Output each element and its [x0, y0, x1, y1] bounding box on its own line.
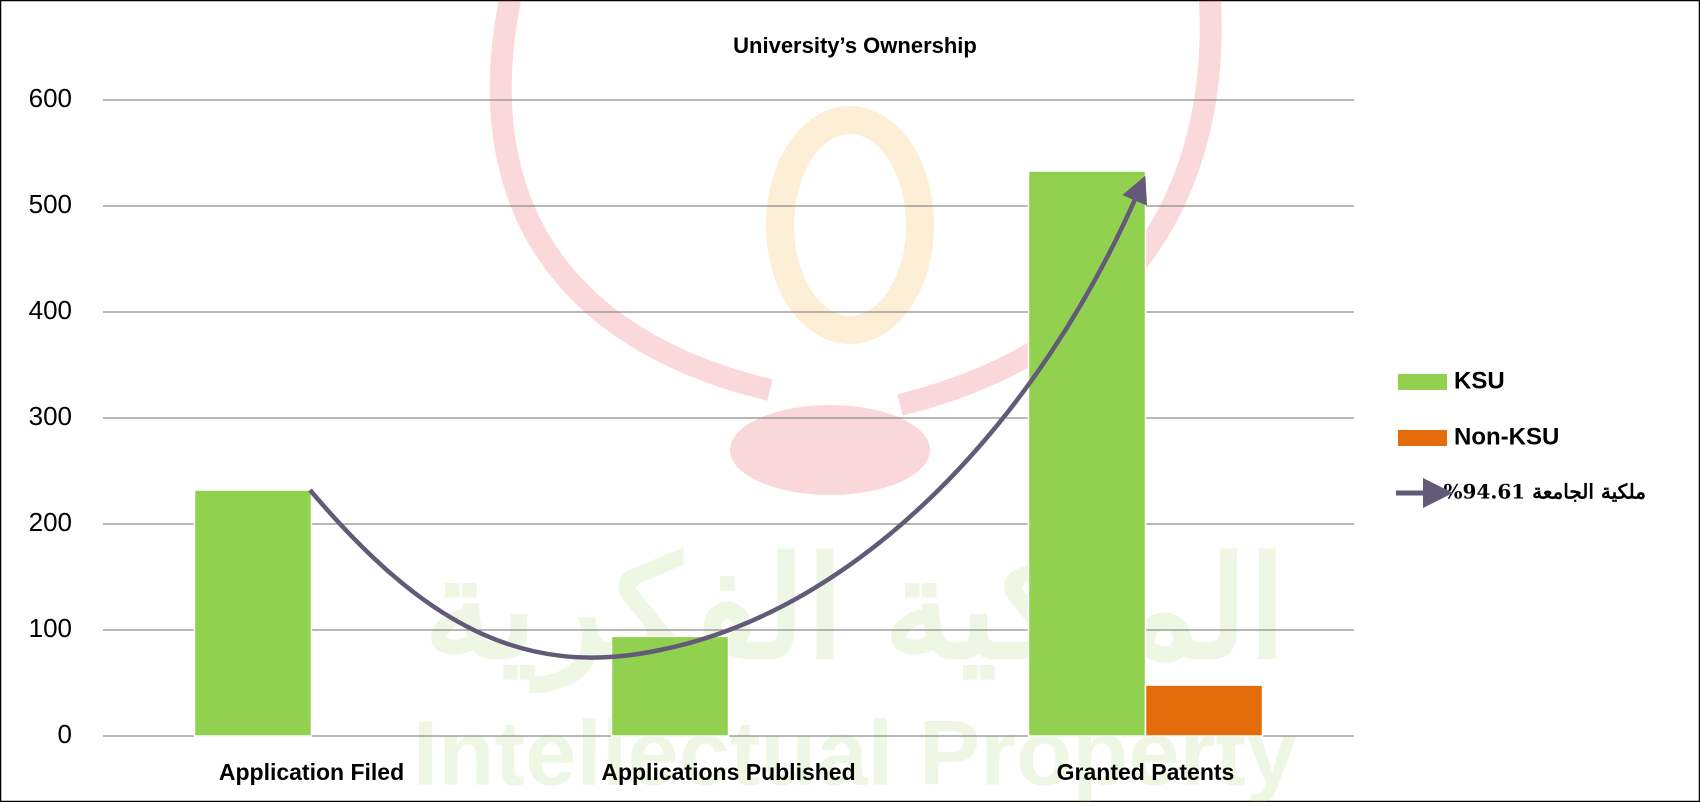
watermark-arabic: الملكية الفكرية: [423, 530, 1286, 694]
bar: [195, 490, 312, 736]
legend-swatch: [1398, 430, 1447, 446]
y-tick-label: 0: [58, 719, 72, 749]
legend-label: KSU: [1454, 367, 1505, 394]
bar: [612, 636, 729, 736]
x-tick-label: Applications Published: [601, 759, 855, 785]
annotation: ملكية الجامعة 94.61%: [1444, 480, 1646, 504]
y-tick-label: 400: [29, 295, 72, 325]
x-tick-label: Application Filed: [219, 759, 404, 785]
bar: [1146, 685, 1263, 736]
bar: [1029, 171, 1146, 736]
y-tick-label: 200: [29, 507, 72, 537]
x-tick-label: Granted Patents: [1057, 759, 1235, 785]
y-tick-label: 500: [29, 189, 72, 219]
legend-label: Non-KSU: [1454, 423, 1559, 450]
y-tick-label: 100: [29, 613, 72, 643]
chart: الملكية الفكرية Intellectual Property Un…: [0, 0, 1700, 802]
legend-swatch: [1398, 374, 1447, 390]
chart-title: University’s Ownership: [733, 33, 977, 58]
y-tick-label: 300: [29, 401, 72, 431]
y-tick-label: 600: [29, 83, 72, 113]
